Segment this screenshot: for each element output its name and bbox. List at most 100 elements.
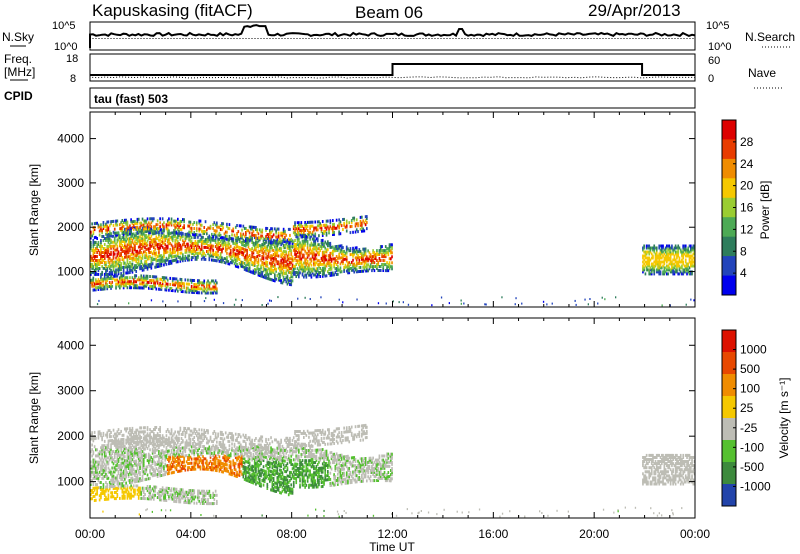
echo-cell	[671, 262, 673, 266]
echo-cell	[521, 302, 523, 305]
echo-cell	[255, 234, 257, 237]
echo-cell	[267, 253, 270, 257]
echo-cell	[111, 482, 114, 486]
echo-cell	[108, 260, 111, 264]
echo-cell	[262, 241, 265, 245]
echo-cell	[261, 261, 264, 264]
echo-cell	[647, 250, 649, 254]
echo-cell	[206, 281, 208, 285]
echo-cell	[214, 287, 217, 291]
echo-cell	[647, 258, 649, 262]
echo-cell	[177, 248, 179, 252]
echo-cell	[240, 262, 242, 266]
echo-cell	[116, 439, 119, 443]
echo-cell	[115, 441, 117, 445]
echo-cell	[203, 287, 206, 291]
echo-cell	[357, 262, 359, 266]
echo-cell	[145, 265, 148, 269]
echo-cell	[164, 470, 167, 474]
echo-cell	[188, 230, 190, 234]
echo-cell	[658, 270, 661, 274]
echo-cell	[384, 253, 387, 257]
echo-cell	[140, 440, 143, 444]
echo-cell	[683, 252, 686, 256]
echo-cell	[163, 249, 165, 253]
echo-cell	[683, 270, 686, 274]
echo-cell	[202, 463, 204, 467]
echo-cell	[164, 259, 167, 263]
echo-cell	[373, 251, 376, 255]
echo-cell	[111, 276, 114, 280]
echo-cell	[155, 275, 158, 279]
echo-cell	[295, 253, 298, 257]
echo-cell	[219, 459, 222, 463]
echo-cell	[303, 269, 305, 273]
echo-cell	[199, 465, 202, 469]
echo-cell	[182, 218, 184, 222]
echo-cell	[127, 448, 130, 452]
echo-cell	[287, 254, 290, 258]
echo-cell	[134, 459, 136, 463]
cpid-label: CPID	[4, 89, 33, 103]
echo-cell	[229, 250, 232, 254]
echo-cell	[287, 270, 290, 274]
echo-cell	[289, 245, 291, 249]
echo-cell	[112, 476, 115, 480]
echo-cell	[146, 276, 149, 280]
echo-cell	[120, 252, 122, 256]
echo-cell	[100, 466, 102, 470]
echo-cell	[324, 229, 327, 233]
echo-cell	[155, 444, 158, 448]
echo-cell	[305, 237, 308, 241]
echo-cell	[300, 261, 303, 265]
echo-cell	[340, 252, 343, 256]
echo-cell	[256, 267, 259, 270]
echo-cell	[243, 250, 246, 253]
echo-cell	[682, 268, 685, 272]
echo-cell	[155, 463, 158, 466]
echo-cell	[95, 474, 97, 478]
echo-cell	[124, 445, 126, 448]
echo-cell	[673, 246, 676, 250]
echo-cell	[348, 269, 351, 273]
echo-cell	[362, 257, 364, 261]
echo-cell	[120, 276, 122, 280]
echo-cell	[145, 284, 148, 288]
echo-cell	[206, 463, 208, 467]
echo-cell	[242, 265, 245, 269]
echo-cell	[116, 476, 119, 480]
echo-cell	[145, 465, 148, 469]
echo-cell	[235, 298, 237, 301]
echo-cell	[183, 286, 185, 290]
echo-cell	[144, 266, 146, 270]
echo-cell	[202, 449, 204, 453]
echo-cell	[154, 227, 156, 231]
echo-cell	[120, 246, 122, 250]
nave-label: Nave	[748, 66, 776, 80]
echo-cell	[364, 259, 367, 263]
echo-cell	[182, 226, 184, 230]
echo-cell	[245, 258, 247, 262]
echo-cell	[664, 270, 667, 274]
echo-cell	[148, 477, 150, 481]
echo-cell	[668, 266, 671, 270]
echo-cell	[116, 240, 119, 244]
echo-cell	[354, 224, 357, 228]
echo-cell	[243, 248, 246, 251]
echo-cell	[145, 443, 148, 447]
echo-cell	[119, 268, 121, 272]
echo-cell	[175, 242, 178, 246]
echo-cell	[165, 437, 168, 441]
echo-cell	[127, 247, 130, 251]
echo-cell	[255, 270, 257, 274]
echo-cell	[206, 246, 208, 249]
echo-cell	[357, 256, 359, 260]
echo-cell	[683, 244, 686, 248]
echo-cell	[131, 468, 134, 472]
echo-cell	[110, 232, 112, 236]
echo-cell	[383, 253, 386, 257]
echo-cell	[136, 436, 139, 440]
echo-cell	[298, 223, 300, 227]
echo-cell	[384, 249, 387, 253]
echo-cell	[197, 465, 199, 469]
